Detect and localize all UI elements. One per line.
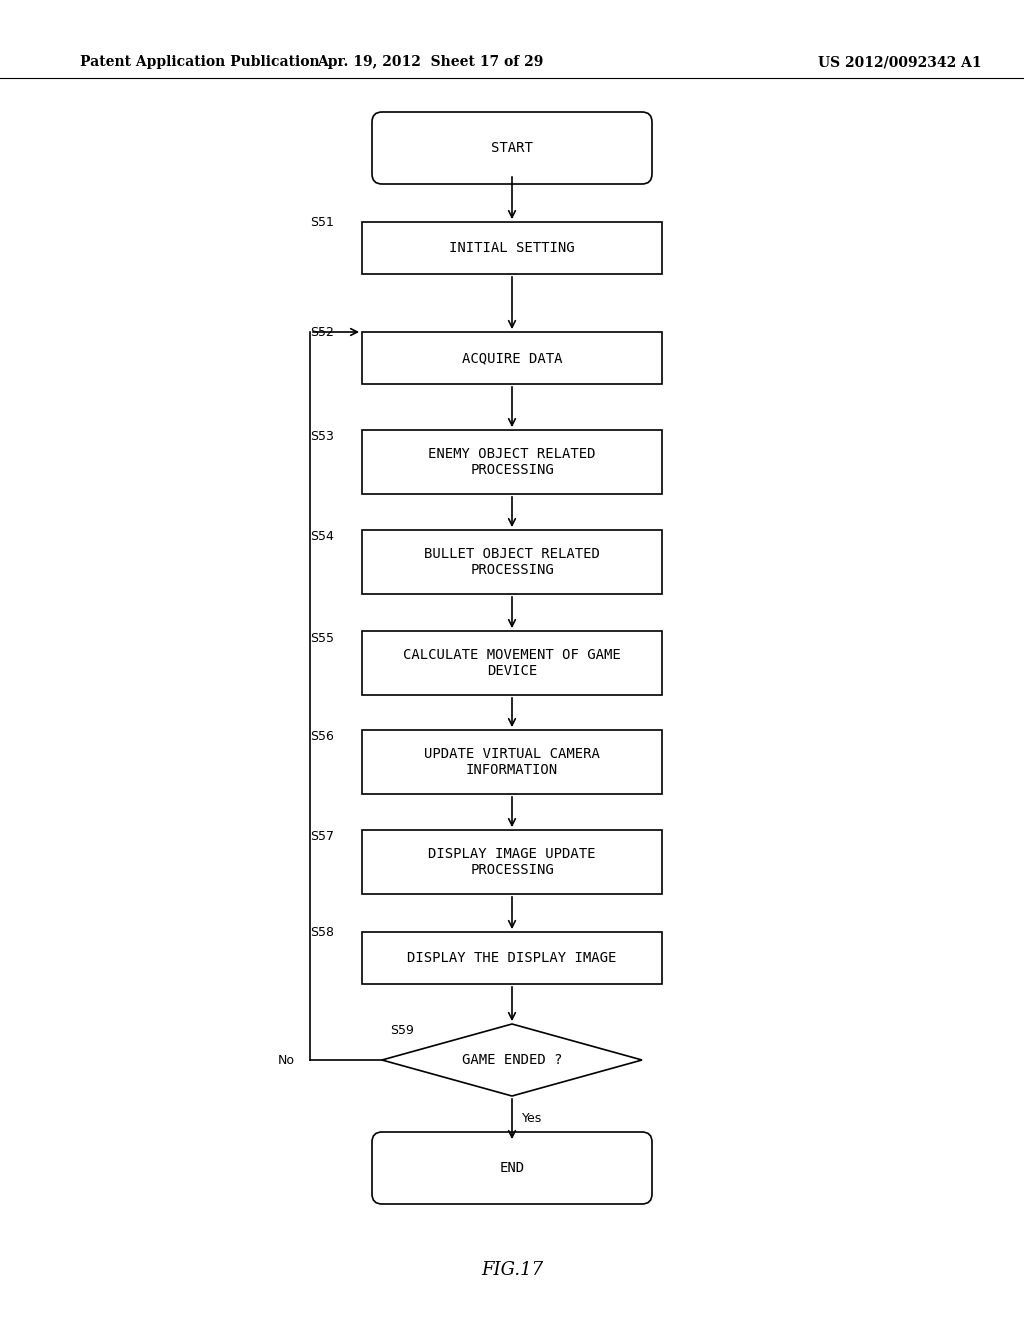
Text: S56: S56 (310, 730, 334, 743)
Text: S58: S58 (310, 927, 334, 940)
FancyBboxPatch shape (372, 1133, 652, 1204)
Text: DISPLAY IMAGE UPDATE
PROCESSING: DISPLAY IMAGE UPDATE PROCESSING (428, 847, 596, 876)
Polygon shape (382, 1024, 642, 1096)
Text: UPDATE VIRTUAL CAMERA
INFORMATION: UPDATE VIRTUAL CAMERA INFORMATION (424, 747, 600, 777)
Text: S54: S54 (310, 531, 334, 544)
Text: S53: S53 (310, 430, 334, 444)
Text: Apr. 19, 2012  Sheet 17 of 29: Apr. 19, 2012 Sheet 17 of 29 (316, 55, 543, 69)
FancyBboxPatch shape (372, 112, 652, 183)
Text: S55: S55 (310, 631, 334, 644)
Bar (362, 333, 662, 384)
Text: BULLET OBJECT RELATED
PROCESSING: BULLET OBJECT RELATED PROCESSING (424, 546, 600, 577)
Bar (362, 932, 662, 983)
Text: No: No (278, 1053, 295, 1067)
Bar (362, 730, 662, 795)
Text: S52: S52 (310, 326, 334, 338)
Text: CALCULATE MOVEMENT OF GAME
DEVICE: CALCULATE MOVEMENT OF GAME DEVICE (403, 648, 621, 678)
Text: ACQUIRE DATA: ACQUIRE DATA (462, 351, 562, 366)
Text: Yes: Yes (522, 1111, 543, 1125)
Text: US 2012/0092342 A1: US 2012/0092342 A1 (818, 55, 982, 69)
Text: FIG.17: FIG.17 (481, 1261, 543, 1279)
Text: START: START (492, 141, 532, 154)
Text: ENEMY OBJECT RELATED
PROCESSING: ENEMY OBJECT RELATED PROCESSING (428, 447, 596, 477)
Text: Patent Application Publication: Patent Application Publication (80, 55, 319, 69)
Text: INITIAL SETTING: INITIAL SETTING (450, 242, 574, 255)
Text: S57: S57 (310, 830, 334, 843)
Text: S51: S51 (310, 215, 334, 228)
Bar (362, 430, 662, 494)
Bar (362, 222, 662, 275)
Bar (362, 830, 662, 894)
Text: END: END (500, 1162, 524, 1175)
Text: DISPLAY THE DISPLAY IMAGE: DISPLAY THE DISPLAY IMAGE (408, 950, 616, 965)
Text: GAME ENDED ?: GAME ENDED ? (462, 1053, 562, 1067)
Text: S59: S59 (390, 1023, 414, 1036)
Bar (362, 531, 662, 594)
Bar (362, 631, 662, 696)
